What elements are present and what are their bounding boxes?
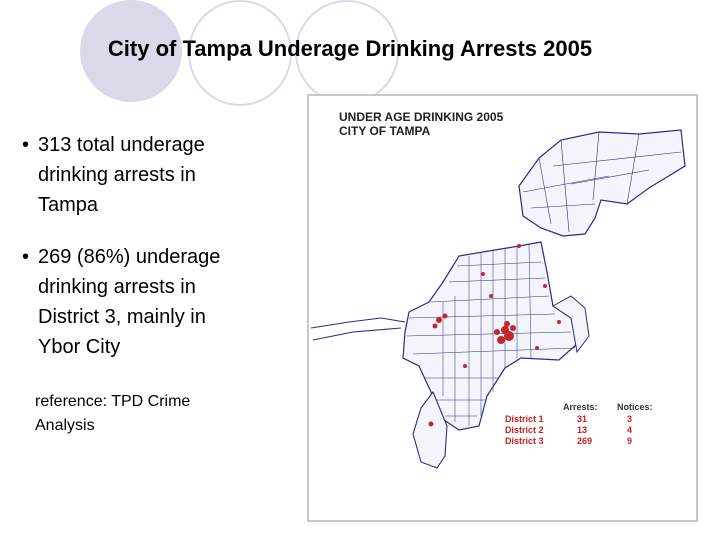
bullet-item: • 269 (86%) underage drinking arrests in… — [22, 242, 292, 362]
legend-district: District 2 — [505, 425, 544, 435]
district-map: UNDER AGE DRINKING 2005 CITY OF TAMPA Ar… — [307, 94, 698, 522]
decor-circle-filled — [80, 0, 182, 102]
legend-header-arrests: Arrests: — [563, 402, 598, 412]
slide-title: City of Tampa Underage Drinking Arrests … — [107, 36, 593, 61]
bullet-line: 313 total underage — [38, 134, 205, 156]
legend-header-notices: Notices: — [617, 402, 653, 412]
legend-notices: 4 — [627, 425, 633, 435]
bullet-list: • 313 total underage drinking arrests in… — [22, 130, 292, 384]
map-west-road — [310, 317, 406, 341]
bullet-dot: • — [22, 134, 30, 156]
bullet-line: drinking arrests in — [38, 164, 196, 186]
map-title-line: CITY OF TAMPA — [339, 124, 431, 138]
reference-line: reference: TPD Crime — [35, 393, 191, 410]
decor-circle-outline — [188, 0, 292, 106]
bullet-line: 269 (86%) underage — [38, 246, 221, 268]
map-title-line: UNDER AGE DRINKING 2005 — [339, 110, 504, 124]
legend-notices: 9 — [627, 436, 633, 446]
legend-district: District 3 — [505, 436, 544, 446]
bullet-item: • 313 total underage drinking arrests in… — [22, 130, 292, 220]
bullet-dot: • — [22, 246, 30, 268]
reference-note: reference: TPD Crime Analysis — [35, 390, 275, 438]
legend-district: District 1 — [505, 414, 544, 424]
legend-arrests: 269 — [577, 436, 593, 446]
map-title: UNDER AGE DRINKING 2005 CITY OF TAMPA — [339, 110, 503, 138]
map-drawing — [310, 129, 686, 469]
map-region-east — [552, 295, 590, 354]
bullet-line: Ybor City — [38, 336, 121, 358]
legend-arrests: 13 — [577, 425, 588, 435]
legend-notices: 3 — [627, 414, 633, 424]
map-region-central — [402, 241, 578, 431]
map-region-north — [518, 129, 686, 237]
bullet-line: District 3, mainly in — [38, 306, 206, 328]
bullet-line: drinking arrests in — [38, 276, 196, 298]
legend-arrests: 31 — [577, 414, 588, 424]
bullet-line: Tampa — [38, 194, 99, 216]
reference-line: Analysis — [35, 417, 95, 434]
map-region-peninsula — [412, 390, 448, 469]
